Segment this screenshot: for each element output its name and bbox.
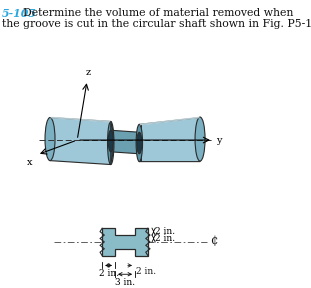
Text: 3 in.: 3 in. (115, 278, 135, 287)
Ellipse shape (108, 130, 113, 152)
Text: 2 in.: 2 in. (99, 269, 119, 278)
Text: x: x (27, 158, 33, 167)
Polygon shape (139, 118, 200, 162)
Ellipse shape (137, 132, 142, 154)
Text: z: z (85, 68, 91, 77)
Text: the groove is cut in the circular shaft shown in Fig. P5-105.: the groove is cut in the circular shaft … (2, 19, 311, 29)
Polygon shape (139, 124, 142, 162)
Text: Determine the volume of material removed when: Determine the volume of material removed… (23, 8, 293, 18)
Polygon shape (102, 228, 148, 256)
Polygon shape (50, 118, 111, 164)
Ellipse shape (108, 122, 114, 164)
Ellipse shape (45, 118, 55, 161)
Ellipse shape (136, 124, 142, 162)
Text: 5-105: 5-105 (2, 8, 37, 19)
Text: 2 in.: 2 in. (155, 227, 175, 236)
Text: 2 in.: 2 in. (136, 267, 156, 276)
Text: 2 in.: 2 in. (155, 234, 175, 243)
Text: ¢: ¢ (210, 234, 218, 247)
Text: y: y (216, 136, 221, 145)
Ellipse shape (195, 117, 205, 161)
Polygon shape (111, 130, 139, 154)
Polygon shape (111, 122, 113, 164)
